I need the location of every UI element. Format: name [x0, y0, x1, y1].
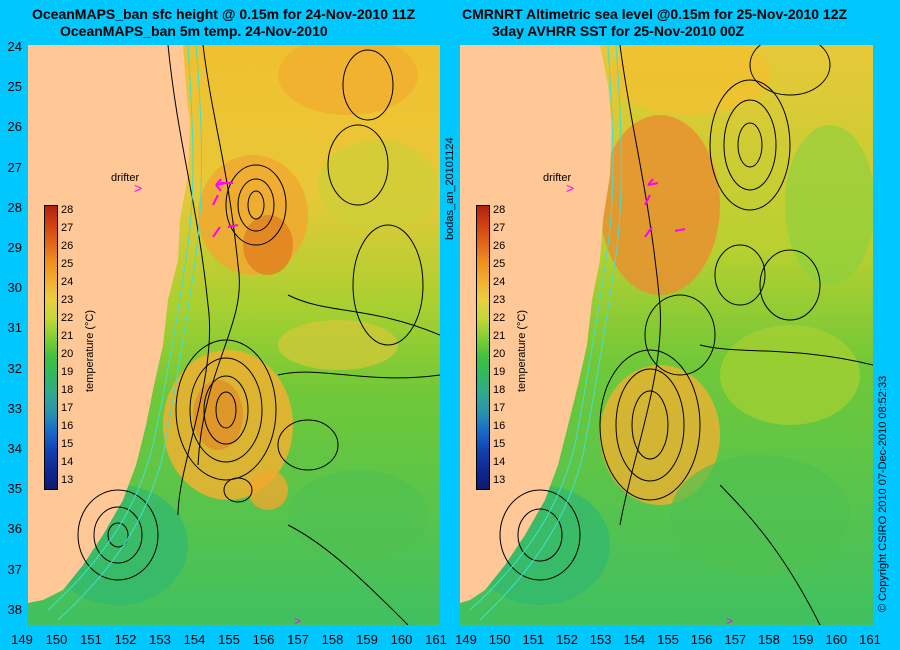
latitude-label: 30	[7, 280, 22, 296]
colorbar-tick: 15	[493, 438, 506, 450]
longitude-label: 161	[859, 632, 881, 647]
left-map: > >	[28, 45, 440, 625]
colorbar-tick: 15	[61, 438, 74, 450]
colorbar-tick: 13	[493, 474, 506, 486]
longitude-label: 158	[321, 632, 344, 647]
left-colorbar-label: temperature (°C)	[84, 309, 96, 392]
colorbar-tick: 13	[61, 474, 74, 486]
longitude-label: 157	[287, 632, 309, 647]
longitude-label: 160	[825, 632, 848, 647]
colorbar-tick: 23	[61, 294, 74, 306]
longitude-label: 158	[758, 632, 780, 647]
latitude-label: 34	[7, 441, 22, 456]
colorbar-tick: 22	[61, 312, 74, 324]
colorbar-tick: 21	[61, 330, 74, 342]
longitude-label: 154	[623, 632, 646, 647]
svg-text:>: >	[566, 180, 574, 196]
colorbar-tick: 23	[493, 294, 506, 306]
colorbar-tick: 24	[61, 276, 74, 288]
colorbar-tick: 27	[61, 222, 74, 234]
latitude-label: 29	[7, 240, 22, 255]
colorbar-tick: 18	[493, 384, 506, 396]
longitude-label: 149	[455, 632, 477, 647]
right-title-line2: 3day AVHRR SST for 25-Nov-2010 00Z	[492, 23, 745, 39]
colorbar-tick: 24	[493, 276, 506, 288]
longitude-label: 156	[252, 632, 275, 647]
right-title-line1: CMRNRT Altimetric sea level @0.15m for 2…	[462, 6, 848, 22]
right-colorbar	[476, 205, 490, 490]
colorbar-tick: 19	[61, 366, 74, 378]
latitude-label: 33	[7, 400, 22, 416]
right-drifter-label: drifter	[543, 172, 572, 184]
colorbar-tick: 28	[493, 204, 506, 216]
longitude-label: 155	[657, 632, 679, 647]
longitude-label: 150	[488, 632, 511, 647]
colorbar-tick: 25	[493, 258, 506, 270]
longitude-label: 153	[589, 632, 612, 647]
colorbar-tick: 26	[61, 240, 74, 252]
left-title-line1: OceanMAPS_ban sfc height @ 0.15m for 24-…	[32, 6, 416, 22]
right-map-panel: > > drifter	[460, 45, 873, 625]
run-id-label: bodas_an_20101124	[444, 137, 456, 240]
longitude-label: 155	[218, 632, 240, 647]
left-drifter-label: drifter	[111, 172, 140, 184]
longitude-label: 159	[356, 632, 378, 647]
latitude-label: 25	[7, 79, 22, 95]
colorbar-tick: 16	[61, 420, 74, 432]
svg-text:>: >	[294, 614, 301, 625]
colorbar-tick: 20	[61, 348, 74, 360]
longitude-label: 152	[556, 632, 578, 647]
left-map-panel: > > drifter	[28, 45, 440, 625]
longitude-label: 152	[114, 632, 137, 647]
colorbar-tick: 25	[61, 258, 74, 270]
svg-text:>: >	[726, 614, 733, 625]
latitude-label: 35	[7, 481, 22, 497]
right-colorbar-label: temperature (°C)	[516, 309, 528, 392]
latitude-label: 32	[7, 360, 22, 376]
colorbar-tick: 18	[61, 384, 74, 396]
colorbar-tick: 22	[493, 312, 506, 324]
longitude-label: 151	[522, 632, 545, 647]
colorbar-tick: 14	[61, 456, 74, 468]
colorbar-tick: 17	[61, 402, 74, 414]
longitude-label: 157	[724, 632, 747, 647]
colorbar-tick: 19	[493, 366, 506, 378]
longitude-label: 151	[80, 632, 102, 647]
colorbar-tick: 16	[493, 420, 506, 432]
colorbar-tick: 26	[493, 240, 506, 252]
latitude-label: 36	[7, 521, 22, 537]
latitude-label: 28	[7, 199, 22, 215]
latitude-label: 37	[7, 561, 22, 577]
longitude-label: 160	[390, 632, 413, 647]
latitude-label: 38	[7, 601, 22, 617]
colorbar-tick: 27	[493, 222, 506, 234]
latitude-label: 27	[7, 159, 22, 175]
longitude-label: 156	[690, 632, 713, 647]
right-map: > >	[460, 45, 873, 625]
longitude-label: 154	[183, 632, 206, 647]
latitude-label: 31	[7, 320, 22, 336]
colorbar-tick: 17	[493, 402, 506, 414]
latitude-label: 26	[7, 119, 22, 135]
latitude-label: 24	[7, 39, 22, 54]
left-colorbar	[44, 205, 58, 490]
colorbar-tick: 20	[493, 348, 506, 360]
longitude-label: 150	[45, 632, 68, 647]
copyright-label: © Copyright CSIRO 2010 07-Dec-2010 08:52…	[877, 375, 889, 612]
left-title-line2: OceanMAPS_ban 5m temp. 24-Nov-2010	[60, 23, 328, 39]
colorbar-tick: 21	[493, 330, 506, 342]
longitude-label: 159	[791, 632, 814, 647]
colorbar-tick: 14	[493, 456, 506, 468]
longitude-label: 149	[11, 632, 33, 647]
svg-text:>: >	[134, 180, 142, 196]
longitude-label: 161	[425, 632, 447, 647]
longitude-label: 153	[149, 632, 171, 647]
colorbar-tick: 28	[61, 204, 74, 216]
